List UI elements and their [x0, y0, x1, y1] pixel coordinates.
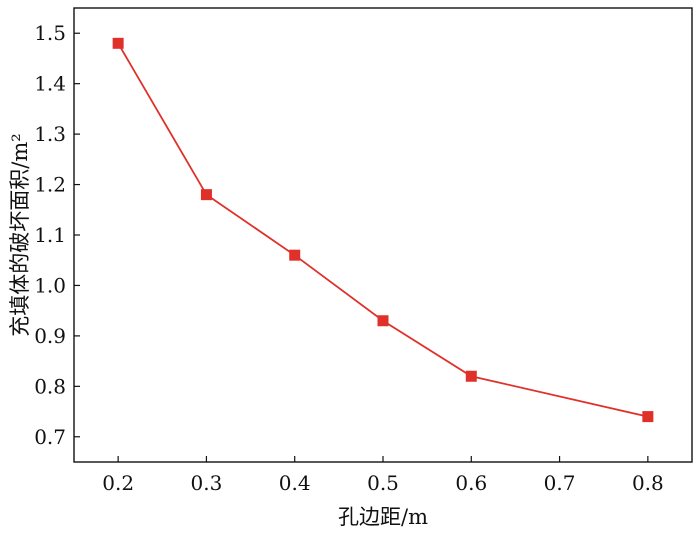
data-point-marker: [289, 249, 301, 261]
ticks-layer: 0.2 0.3 0.4 0.5 0.6 0.7 0.8 0.7 0.8 0.9 1.0 1.1 1.2 1…: [34, 21, 664, 495]
x-tick-label: 0.5: [367, 471, 399, 495]
data-point-marker: [642, 411, 654, 423]
y-tick-label: 1.3: [34, 122, 66, 146]
y-tick-label: 1.2: [34, 173, 66, 197]
x-tick-label: 0.8: [632, 471, 664, 495]
x-tick-label: 0.4: [279, 471, 311, 495]
plot-frame: [73, 7, 693, 463]
data-point-marker: [112, 37, 124, 49]
series-layer: [112, 37, 654, 423]
y-tick-label: 1.5: [34, 21, 66, 45]
x-tick-label: 0.2: [102, 471, 134, 495]
y-tick-label: 0.9: [34, 324, 66, 348]
data-point-marker: [377, 315, 389, 327]
x-tick-label: 0.6: [455, 471, 487, 495]
x-tick-label: 0.7: [544, 471, 576, 495]
y-tick-label: 1.1: [34, 223, 66, 247]
y-tick-label: 0.8: [34, 374, 66, 398]
y-tick-label: 1.0: [34, 273, 66, 297]
x-axis-label: 孔边距/m: [338, 505, 428, 529]
y-tick-label: 0.7: [34, 425, 66, 449]
data-point-marker: [465, 370, 477, 382]
y-axis-label: 充填体的破坏面积/m²: [8, 133, 32, 336]
y-tick-label: 1.4: [34, 72, 66, 96]
x-tick-label: 0.3: [191, 471, 223, 495]
series-line: [117, 42, 649, 418]
data-point-marker: [200, 189, 212, 201]
